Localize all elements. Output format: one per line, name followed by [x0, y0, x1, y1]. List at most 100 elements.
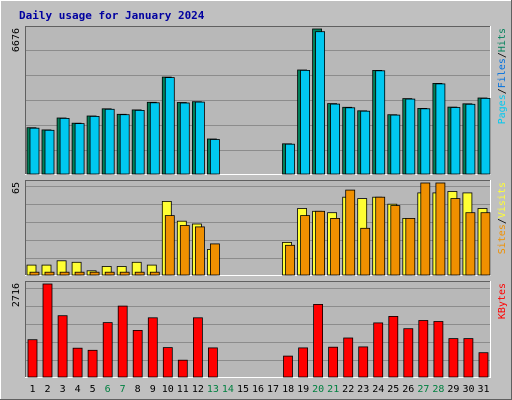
day-label-17: 17 [267, 384, 279, 395]
bar-kbytes-day-28 [433, 321, 444, 378]
bar-kbytes-day-22 [343, 337, 354, 378]
bar-sites-day-4 [74, 271, 85, 276]
bar-sites-day-11 [179, 225, 190, 276]
bar-sites-day-25 [390, 205, 401, 276]
bar-kbytes-day-5 [87, 349, 98, 378]
bar-kbytes-day-29 [448, 338, 459, 378]
legend-entry: / [497, 88, 508, 94]
bar-files-day-9 [149, 102, 160, 175]
bar-files-day-1 [29, 127, 40, 175]
bar-files-day-29 [450, 107, 461, 175]
bar-files-day-13 [209, 139, 220, 175]
bar-files-day-7 [119, 114, 130, 175]
bar-files-day-5 [89, 116, 100, 175]
day-label-15: 15 [237, 384, 249, 395]
day-label-9: 9 [150, 384, 156, 395]
bar-files-day-27 [420, 108, 431, 175]
day-label-2: 2 [44, 384, 50, 395]
chart-title: Daily usage for January 2024 [19, 9, 205, 22]
bar-files-day-12 [194, 101, 205, 175]
day-label-19: 19 [297, 384, 309, 395]
bar-kbytes-day-21 [328, 346, 339, 378]
bar-kbytes-day-7 [117, 305, 128, 378]
legend-entry: Hits [497, 28, 508, 52]
panel-legend: KBytes [497, 283, 508, 319]
day-label-23: 23 [357, 384, 369, 395]
bar-sites-day-21 [330, 217, 341, 276]
bar-files-day-25 [390, 114, 401, 175]
bar-kbytes-day-9 [147, 317, 158, 378]
bar-files-day-20 [315, 31, 326, 175]
bars [26, 28, 491, 175]
legend-entry: / [497, 218, 508, 224]
panel-background [25, 281, 491, 378]
bar-sites-day-30 [465, 212, 476, 276]
bar-sites-day-9 [149, 271, 160, 276]
bar-sites-day-5 [89, 271, 100, 276]
bar-files-day-19 [300, 70, 311, 175]
bar-files-day-24 [375, 70, 386, 175]
bar-files-day-2 [44, 129, 55, 175]
bar-sites-day-1 [29, 271, 40, 276]
bar-sites-day-29 [450, 198, 461, 276]
day-label-24: 24 [372, 384, 384, 395]
bar-kbytes-day-25 [388, 315, 399, 378]
bar-kbytes-day-20 [313, 303, 324, 378]
bar-kbytes-day-12 [192, 317, 203, 378]
day-label-18: 18 [282, 384, 294, 395]
bar-sites-day-6 [104, 271, 115, 276]
bar-files-day-10 [164, 77, 175, 175]
legend-entry: Sites [497, 224, 508, 254]
day-label-6: 6 [105, 384, 111, 395]
day-label-8: 8 [135, 384, 141, 395]
day-label-5: 5 [90, 384, 96, 395]
bar-kbytes-day-8 [132, 329, 143, 378]
day-label-20: 20 [312, 384, 324, 395]
bar-sites-day-12 [194, 226, 205, 276]
day-label-12: 12 [192, 384, 204, 395]
legend-entry: Visits [497, 182, 508, 218]
day-label-4: 4 [75, 384, 81, 395]
y-max-label: 2716 [11, 283, 22, 307]
bar-files-day-26 [405, 98, 416, 175]
bar-files-day-4 [74, 123, 85, 175]
bar-kbytes-day-30 [463, 338, 474, 378]
bar-kbytes-day-10 [162, 347, 173, 378]
bars [27, 283, 489, 378]
bar-sites-day-2 [44, 271, 55, 276]
bar-kbytes-day-1 [27, 339, 38, 378]
bar-sites-day-18 [285, 244, 295, 276]
day-axis-labels: 1 2 3 4 5 6 7 8 9 10 11 12 13 14 15 16 17 18 19 20 21 22 23 24 2… [29, 384, 489, 395]
bar-sites-day-31 [480, 212, 491, 276]
bar-kbytes-day-11 [177, 359, 188, 378]
day-label-1: 1 [29, 384, 35, 395]
bar-sites-day-7 [119, 271, 130, 276]
bar-kbytes-day-31 [478, 352, 489, 378]
bar-sites-day-28 [435, 182, 446, 276]
bar-files-day-6 [104, 108, 115, 175]
y-max-label: 65 [11, 182, 22, 194]
day-label-11: 11 [177, 384, 189, 395]
legend-entry: Pages [497, 94, 508, 124]
bar-sites-day-27 [420, 182, 431, 276]
bar-sites-day-13 [209, 243, 220, 276]
day-label-27: 27 [417, 384, 429, 395]
legend-entry: KBytes [497, 283, 508, 319]
bar-files-day-22 [345, 107, 356, 175]
bar-kbytes-day-19 [298, 347, 309, 378]
bar-files-day-21 [330, 103, 341, 175]
bar-files-day-18 [285, 143, 295, 175]
day-label-10: 10 [162, 384, 174, 395]
panel-sites-visits: 65 Sites/Visits [11, 180, 508, 276]
bar-files-day-30 [465, 103, 476, 175]
day-label-25: 25 [387, 384, 399, 395]
day-label-30: 30 [462, 384, 474, 395]
day-label-3: 3 [60, 384, 66, 395]
bar-sites-day-8 [134, 271, 145, 276]
bar-kbytes-day-26 [403, 328, 414, 378]
bar-files-day-23 [360, 110, 371, 175]
bar-kbytes-day-2 [42, 283, 53, 378]
bars [26, 182, 491, 276]
